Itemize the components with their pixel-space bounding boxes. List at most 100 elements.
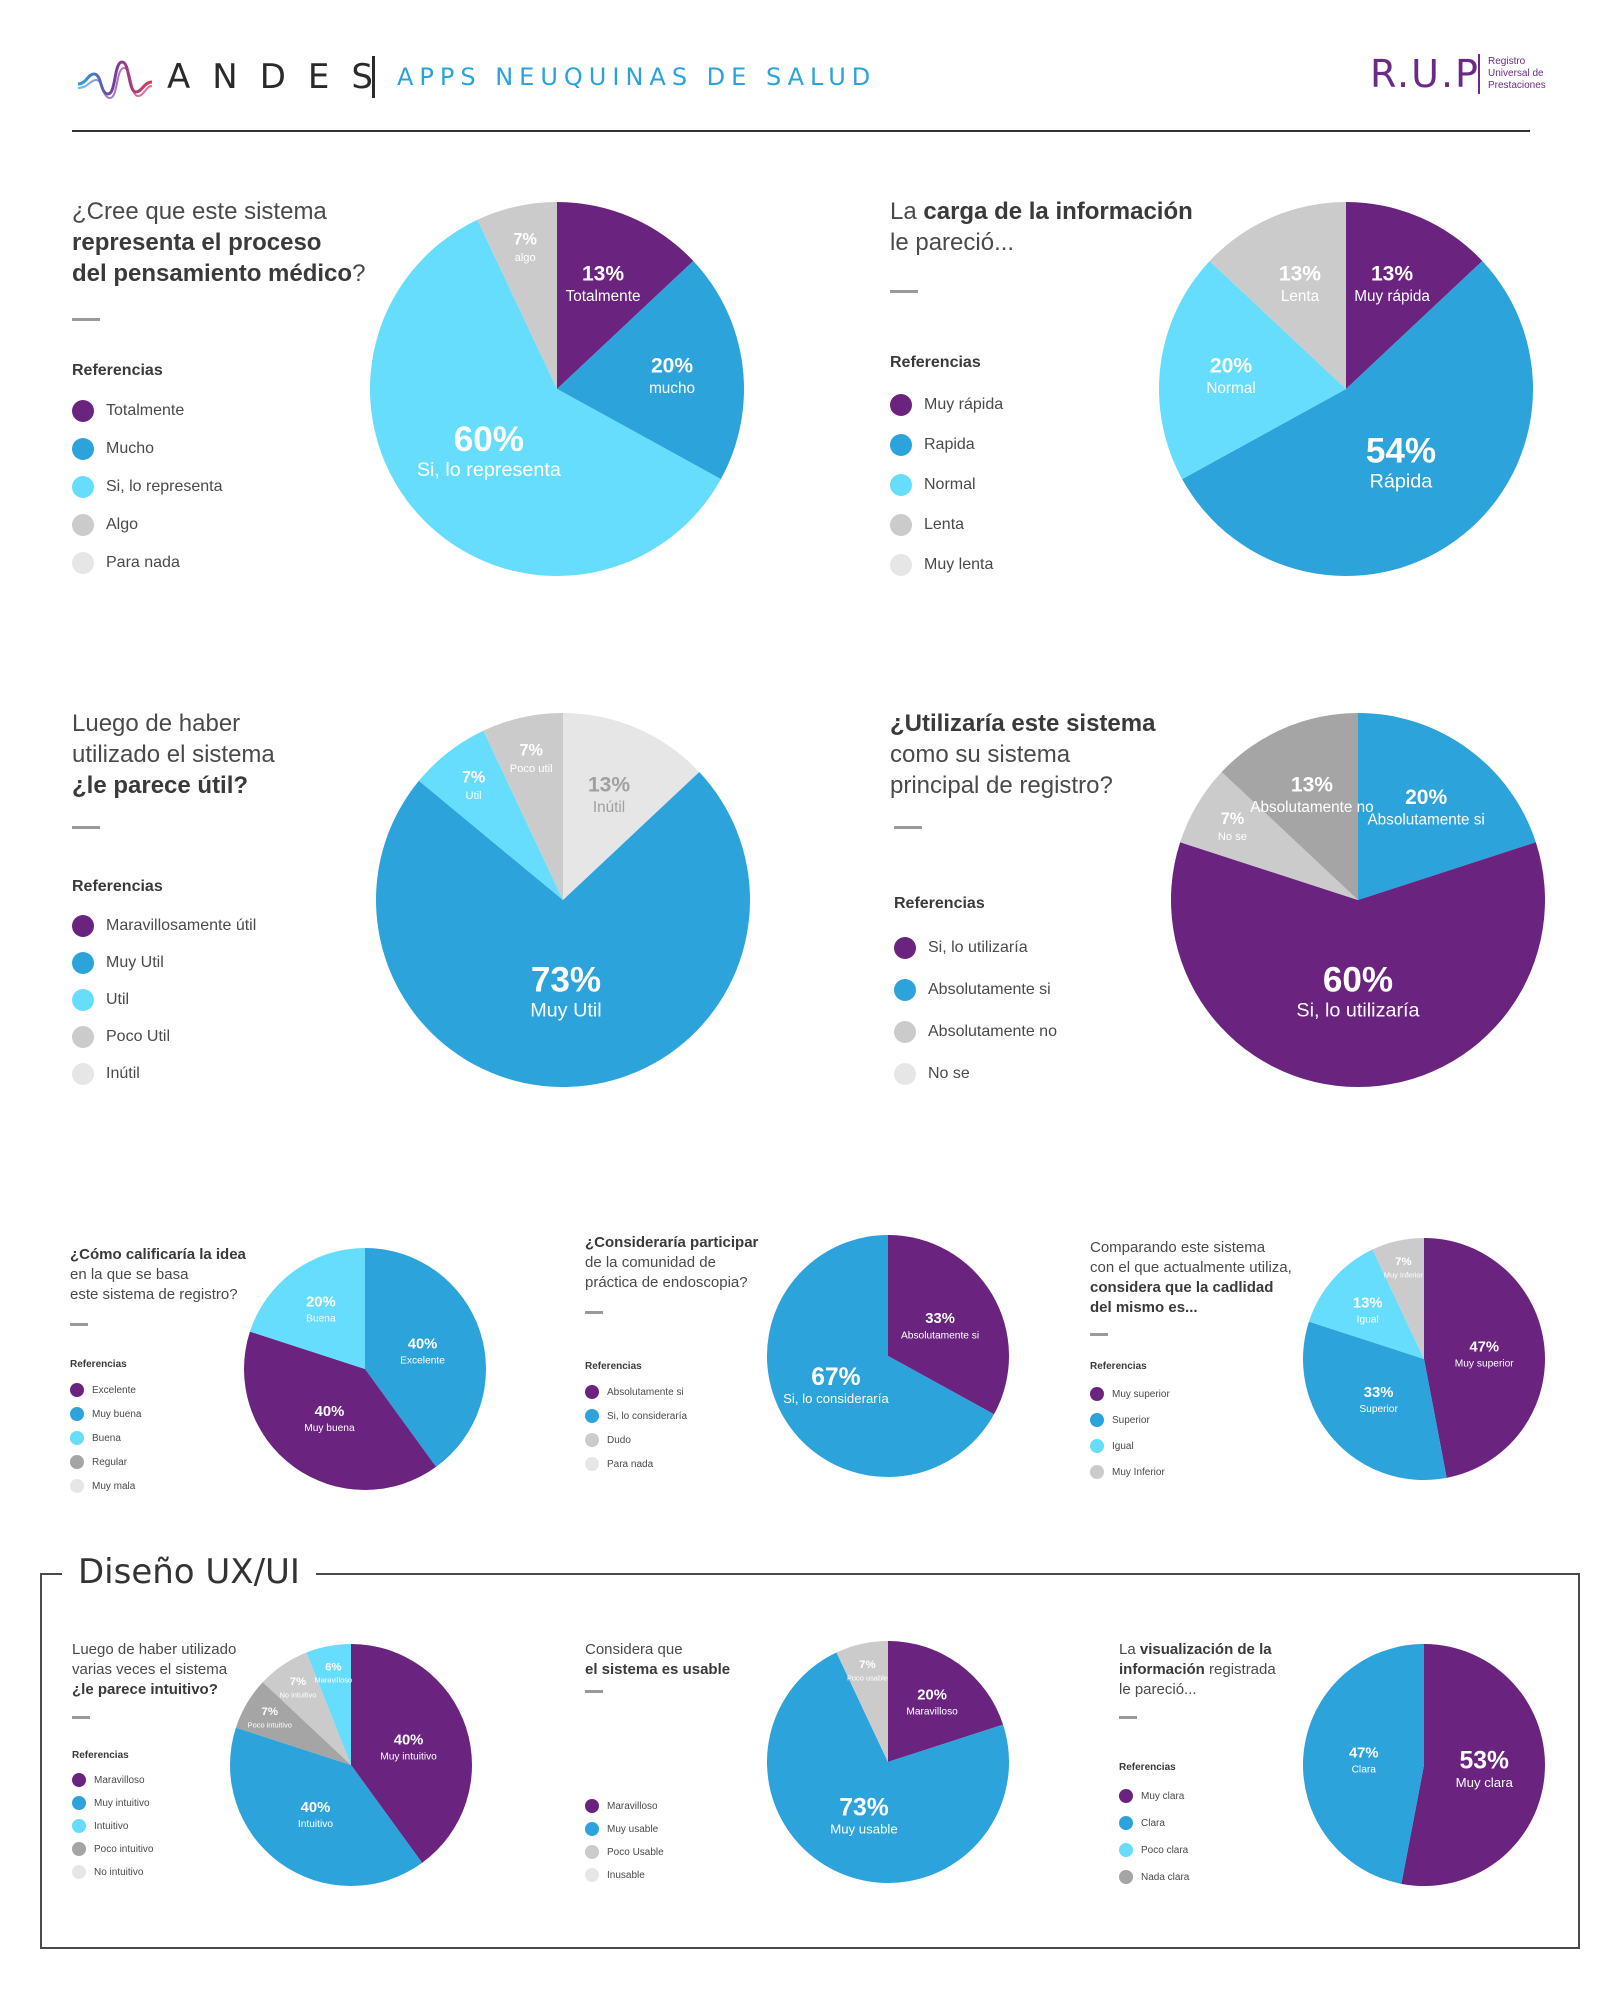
pie-percent-label: 7% (513, 231, 536, 249)
chart-1-legend-item: Totalmente (72, 400, 184, 422)
question-line: Considera que (585, 1640, 730, 1660)
pie-slice (370, 219, 721, 576)
pie-percent-label: 7% (859, 1659, 875, 1671)
legend-label: No intuitivo (94, 1866, 144, 1878)
question-line: ¿Consideraría participar (585, 1233, 758, 1253)
pie-percent-label: 13% (1353, 1295, 1383, 1311)
chart-7-dash (1090, 1333, 1108, 1336)
question-text: de la comunidad de (585, 1254, 716, 1271)
chart-8-legend-item: Poco intuitivo (72, 1842, 153, 1856)
chart-8-dash (72, 1716, 90, 1719)
pie-slice (557, 202, 694, 389)
andes-logo-icon (77, 60, 153, 100)
pie-slice-label: Poco intuitivo (248, 1720, 292, 1729)
header-divider (372, 56, 375, 98)
chart-6-question: ¿Consideraría participar de la comunidad … (585, 1233, 758, 1293)
chart-3-legend-item: Maravillosamente útil (72, 915, 256, 937)
legend-label: Muy intuitivo (94, 1797, 150, 1809)
pie-slice-label: Poco usable (847, 1673, 888, 1682)
legend-swatch (894, 937, 916, 959)
question-text: principal de registro? (890, 772, 1113, 799)
legend-label: Totalmente (106, 402, 185, 419)
chart-7-question: Comparando este sistema con el que actual… (1090, 1238, 1292, 1318)
question-line: ¿le parece intuitivo? (72, 1680, 236, 1700)
question-line: le pareció... (1119, 1680, 1276, 1700)
pie-percent-label: 40% (315, 1404, 345, 1420)
pie-percent-label: 40% (301, 1800, 331, 1816)
chart-6-legend-title: Referencias (585, 1361, 642, 1372)
question-line: principal de registro? (890, 770, 1155, 801)
question-text: representa el proceso (72, 229, 322, 256)
pie-slice-label: Muy intuitivo (380, 1752, 437, 1763)
question-line: del mismo es... (1090, 1298, 1292, 1318)
chart-3-dash (72, 826, 100, 829)
pie-percent-label: 13% (1279, 263, 1321, 286)
chart-1-legend-item: Algo (72, 514, 138, 536)
question-line: este sistema de registro? (70, 1285, 246, 1305)
legend-swatch (70, 1479, 84, 1493)
legend-label: Excelente (92, 1384, 136, 1396)
pie-percent-label: 13% (1371, 263, 1413, 286)
rup-line: Universal de (1488, 68, 1544, 79)
chart-1-dash (72, 318, 100, 321)
pie-percent-label: 54% (1366, 432, 1436, 471)
question-text: el sistema es usable (585, 1661, 731, 1678)
legend-label: Si, lo utilizaría (928, 939, 1028, 956)
question-line: información registrada (1119, 1660, 1276, 1680)
question-text: Comparando este sistema (1090, 1239, 1266, 1256)
legend-swatch (72, 915, 94, 937)
chart-4-question: ¿Utilizaría este sistema como su sistema p… (890, 708, 1155, 801)
legend-label: Si, lo representa (106, 478, 223, 495)
legend-label: Dudo (607, 1434, 631, 1446)
legend-label: Buena (92, 1432, 121, 1444)
pie-slice (1308, 1249, 1424, 1359)
legend-label: Igual (1112, 1440, 1134, 1452)
pie-slice (1424, 1238, 1545, 1478)
brand-name: ANDES (167, 57, 395, 97)
pie-slice-label: Intuitivo (298, 1819, 333, 1830)
pie-slice (351, 1644, 472, 1863)
pie-slice-label: Maravilloso (906, 1707, 958, 1718)
question-line: ¿Cómo calificaría la idea (70, 1245, 246, 1265)
chart-3-legend-title: Referencias (72, 878, 163, 895)
pie-slice-label: Muy superior (1455, 1359, 1514, 1370)
pie-slice-label: Totalmente (566, 288, 641, 305)
pie-slice-label: Inútil (593, 799, 625, 816)
legend-label: Absolutamente si (607, 1386, 684, 1398)
rup-line: Registro (1488, 56, 1526, 67)
chart-1-legend-title: Referencias (72, 362, 163, 379)
pie-percent-label: 20% (1210, 354, 1252, 377)
legend-swatch (585, 1799, 599, 1813)
legend-swatch (890, 514, 912, 536)
chart-2-legend-item: Muy rápida (890, 394, 1003, 416)
question-text: le pareció... (1119, 1681, 1197, 1698)
pie-percent-label: 73% (531, 960, 601, 999)
question-line: como su sistema (890, 739, 1155, 770)
question-line: del pensamiento médico? (72, 258, 365, 289)
legend-swatch (72, 438, 94, 460)
legend-label: Maravilloso (94, 1774, 145, 1786)
pie-slice-label: Buena (306, 1314, 336, 1325)
pie-slice-label: Lenta (1281, 288, 1320, 305)
legend-label: Muy Util (106, 954, 164, 971)
pie-slice-label: Absolutamente si (1367, 812, 1484, 829)
legend-swatch (72, 552, 94, 574)
pie-slice-label: Clara (1352, 1765, 1377, 1776)
legend-label: Maravillosamente útil (106, 917, 257, 934)
pie-slice (1159, 260, 1346, 480)
pie-slice (1180, 771, 1358, 900)
pie-slice (483, 713, 563, 900)
question-text: carga de la información (923, 198, 1193, 225)
pie-percent-label: 13% (1291, 774, 1333, 797)
legend-swatch (70, 1455, 84, 1469)
chart-10-legend-item: Clara (1119, 1816, 1165, 1830)
pie-slice-label: Muy usable (830, 1822, 897, 1837)
pie-percent-label: 13% (582, 263, 624, 286)
legend-label: Poco Usable (607, 1846, 664, 1858)
legend-label: Mucho (106, 440, 155, 457)
legend-swatch (72, 514, 94, 536)
pie-slice-label: Muy buena (304, 1423, 355, 1434)
pie-slice-label: Muy clara (1456, 1775, 1514, 1790)
chart-3-legend-item: Util (72, 989, 129, 1011)
pie-slice-label: Si, lo representa (417, 459, 561, 481)
